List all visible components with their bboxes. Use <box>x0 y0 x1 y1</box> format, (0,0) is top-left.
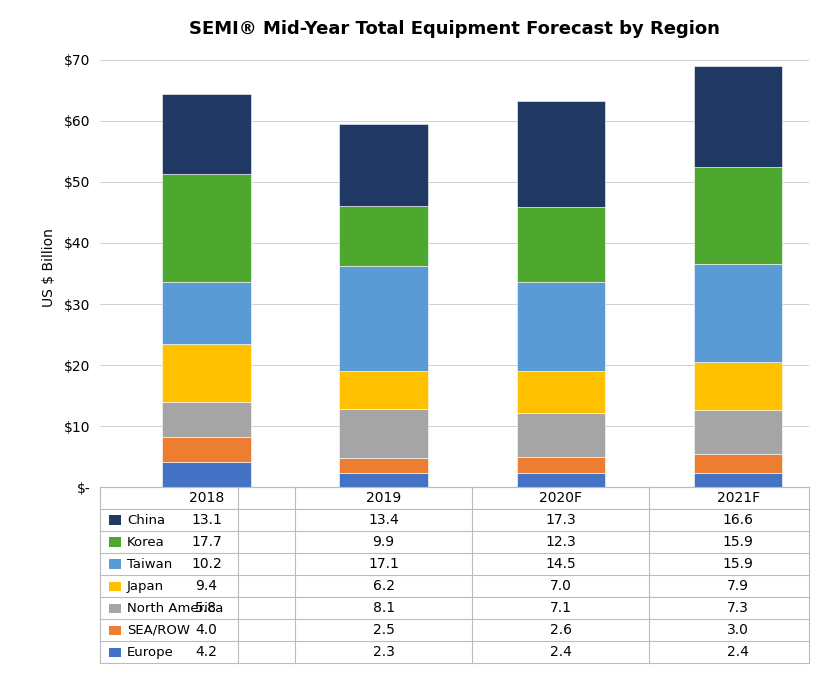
Text: 2021F: 2021F <box>716 492 760 506</box>
Text: 2018: 2018 <box>188 492 224 506</box>
Bar <box>694 264 782 362</box>
Text: 2.4: 2.4 <box>550 645 572 659</box>
Bar <box>339 473 428 487</box>
Text: 2.3: 2.3 <box>373 645 394 659</box>
Text: 6.2: 6.2 <box>373 580 394 594</box>
Bar <box>694 473 782 487</box>
Text: 2.4: 2.4 <box>727 645 749 659</box>
Bar <box>339 266 428 371</box>
Bar <box>516 371 605 414</box>
Text: SEA/ROW: SEA/ROW <box>127 624 190 637</box>
Bar <box>108 603 122 613</box>
Text: 2020F: 2020F <box>540 492 582 506</box>
Bar <box>516 473 605 487</box>
Text: 8.1: 8.1 <box>373 601 394 615</box>
Bar <box>516 414 605 457</box>
Bar <box>162 462 251 487</box>
Text: 17.7: 17.7 <box>191 536 222 550</box>
Bar <box>516 207 605 282</box>
Text: 9.9: 9.9 <box>373 536 394 550</box>
Text: Japan: Japan <box>127 580 164 593</box>
Text: 16.6: 16.6 <box>722 513 754 527</box>
Bar <box>694 454 782 473</box>
Bar <box>516 101 605 207</box>
Bar <box>694 410 782 454</box>
Bar <box>162 402 251 437</box>
Bar <box>108 559 122 569</box>
Bar <box>516 282 605 371</box>
Text: 15.9: 15.9 <box>722 557 754 571</box>
Bar <box>162 282 251 345</box>
Text: 14.5: 14.5 <box>545 557 576 571</box>
Bar <box>108 647 122 657</box>
Text: 7.0: 7.0 <box>550 580 572 594</box>
Text: 5.8: 5.8 <box>195 601 218 615</box>
Bar <box>162 437 251 462</box>
Text: Korea: Korea <box>127 536 165 549</box>
Text: 4.2: 4.2 <box>195 645 218 659</box>
Text: 2.6: 2.6 <box>550 624 572 638</box>
Text: 9.4: 9.4 <box>195 580 218 594</box>
Bar <box>694 66 782 167</box>
Text: 13.1: 13.1 <box>191 513 222 527</box>
Text: 2019: 2019 <box>366 492 401 506</box>
Bar <box>339 206 428 266</box>
Bar <box>339 371 428 409</box>
Bar <box>162 94 251 174</box>
Bar <box>108 538 122 548</box>
Text: Europe: Europe <box>127 646 174 659</box>
Text: 17.3: 17.3 <box>545 513 576 527</box>
Text: 15.9: 15.9 <box>722 536 754 550</box>
Y-axis label: US $ Billion: US $ Billion <box>42 228 56 307</box>
Text: 7.9: 7.9 <box>727 580 749 594</box>
Title: SEMI® Mid-Year Total Equipment Forecast by Region: SEMI® Mid-Year Total Equipment Forecast … <box>189 20 720 37</box>
Bar <box>108 515 122 525</box>
Bar <box>162 345 251 402</box>
Text: Taiwan: Taiwan <box>127 558 173 571</box>
Text: China: China <box>127 514 165 527</box>
Bar <box>516 457 605 473</box>
Bar <box>339 409 428 458</box>
Bar <box>108 582 122 592</box>
Text: 3.0: 3.0 <box>727 624 749 638</box>
Text: 2.5: 2.5 <box>373 624 394 638</box>
Text: 10.2: 10.2 <box>191 557 222 571</box>
Bar <box>339 124 428 206</box>
Text: 4.0: 4.0 <box>195 624 218 638</box>
Text: 7.1: 7.1 <box>550 601 572 615</box>
Text: North America: North America <box>127 602 224 615</box>
Text: 13.4: 13.4 <box>369 513 399 527</box>
Text: 17.1: 17.1 <box>368 557 399 571</box>
Bar <box>694 362 782 410</box>
Bar <box>339 458 428 473</box>
Text: 7.3: 7.3 <box>727 601 749 615</box>
Text: 12.3: 12.3 <box>545 536 576 550</box>
Bar <box>694 167 782 264</box>
Bar <box>108 626 122 636</box>
Bar <box>162 174 251 282</box>
